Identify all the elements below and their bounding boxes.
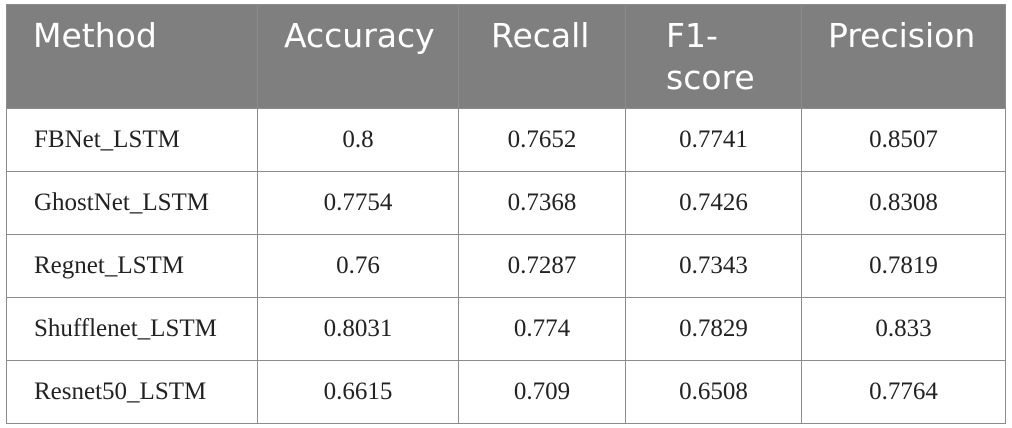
cell-recall: 0.7287: [458, 234, 626, 298]
results-table: Method Accuracy Recall F1- score Precisi…: [6, 4, 1006, 424]
table-row: Resnet50_LSTM 0.6615 0.709 0.6508 0.7764: [6, 360, 1006, 424]
cell-accuracy: 0.6615: [257, 360, 459, 424]
header-row: Method Accuracy Recall F1- score Precisi…: [6, 4, 1006, 109]
header-accuracy: Accuracy: [257, 4, 459, 109]
table-row: FBNet_LSTM 0.8 0.7652 0.7741 0.8507: [6, 108, 1006, 172]
header-method: Method: [6, 4, 258, 109]
cell-recall: 0.7368: [458, 171, 626, 235]
cell-f1-score: 0.6508: [625, 360, 802, 424]
cell-method: GhostNet_LSTM: [6, 171, 258, 235]
header-f1-score: F1- score: [625, 4, 802, 109]
table-row: Regnet_LSTM 0.76 0.7287 0.7343 0.7819: [6, 234, 1006, 298]
cell-f1-score: 0.7343: [625, 234, 802, 298]
cell-precision: 0.8507: [801, 108, 1006, 172]
header-recall: Recall: [458, 4, 626, 109]
cell-method: Resnet50_LSTM: [6, 360, 258, 424]
cell-method: Shufflenet_LSTM: [6, 297, 258, 361]
cell-precision: 0.8308: [801, 171, 1006, 235]
cell-method: FBNet_LSTM: [6, 108, 258, 172]
cell-recall: 0.709: [458, 360, 626, 424]
table-body: FBNet_LSTM 0.8 0.7652 0.7741 0.8507 Ghos…: [6, 108, 1006, 424]
table-row: GhostNet_LSTM 0.7754 0.7368 0.7426 0.830…: [6, 171, 1006, 235]
table-row: Shufflenet_LSTM 0.8031 0.774 0.7829 0.83…: [6, 297, 1006, 361]
cell-recall: 0.774: [458, 297, 626, 361]
cell-precision: 0.7819: [801, 234, 1006, 298]
cell-f1-score: 0.7829: [625, 297, 802, 361]
cell-accuracy: 0.76: [257, 234, 459, 298]
cell-accuracy: 0.8031: [257, 297, 459, 361]
header-precision: Precision: [801, 4, 1006, 109]
cell-accuracy: 0.7754: [257, 171, 459, 235]
cell-precision: 0.833: [801, 297, 1006, 361]
cell-f1-score: 0.7426: [625, 171, 802, 235]
cell-recall: 0.7652: [458, 108, 626, 172]
cell-accuracy: 0.8: [257, 108, 459, 172]
cell-method: Regnet_LSTM: [6, 234, 258, 298]
cell-f1-score: 0.7741: [625, 108, 802, 172]
table-header: Method Accuracy Recall F1- score Precisi…: [6, 4, 1006, 109]
cell-precision: 0.7764: [801, 360, 1006, 424]
